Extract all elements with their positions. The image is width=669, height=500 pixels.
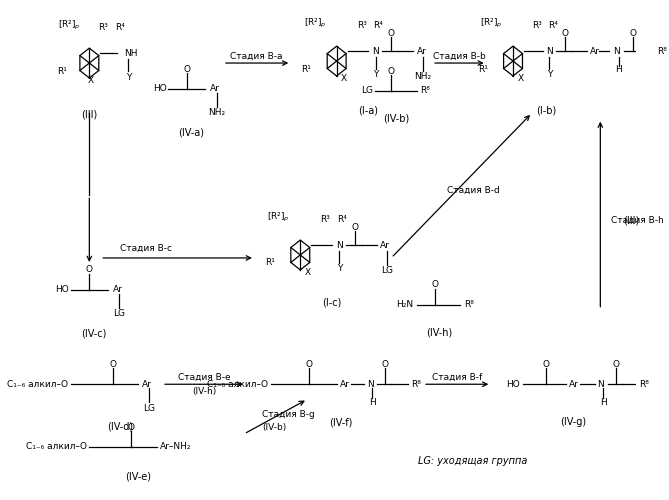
Text: Ar: Ar bbox=[380, 240, 390, 250]
Text: N: N bbox=[546, 46, 553, 56]
Text: (IV-b): (IV-b) bbox=[262, 422, 286, 432]
Text: O: O bbox=[183, 64, 190, 74]
Text: R⁸: R⁸ bbox=[640, 380, 650, 389]
Text: [R²]$_p$: [R²]$_p$ bbox=[304, 16, 326, 30]
Text: O: O bbox=[86, 266, 93, 274]
Text: Ar–NH₂: Ar–NH₂ bbox=[161, 442, 192, 452]
Text: H₂N: H₂N bbox=[396, 300, 413, 309]
Text: [R²]$_p$: [R²]$_p$ bbox=[480, 16, 502, 30]
Text: R⁴: R⁴ bbox=[549, 21, 559, 30]
Text: Стадия B-c: Стадия B-c bbox=[120, 244, 172, 252]
Text: C₁₋₆ алкил–O: C₁₋₆ алкил–O bbox=[207, 380, 268, 389]
Text: (IV-b): (IV-b) bbox=[383, 114, 409, 124]
Text: (IV-e): (IV-e) bbox=[126, 472, 151, 482]
Text: O: O bbox=[543, 360, 549, 369]
Text: (IV-d): (IV-d) bbox=[107, 421, 133, 431]
Text: Ar: Ar bbox=[142, 380, 152, 389]
Text: Ar: Ar bbox=[113, 286, 123, 294]
Text: LG: уходящая группа: LG: уходящая группа bbox=[419, 456, 528, 466]
Text: Ar: Ar bbox=[590, 46, 600, 56]
Text: H: H bbox=[599, 398, 606, 406]
Text: R¹: R¹ bbox=[57, 66, 67, 76]
Text: R¹: R¹ bbox=[265, 258, 275, 268]
Text: (IV-f): (IV-f) bbox=[330, 417, 353, 427]
Text: N: N bbox=[613, 46, 619, 56]
Text: Стадия B-a: Стадия B-a bbox=[230, 52, 283, 60]
Text: (I-a): (I-a) bbox=[359, 106, 379, 116]
Text: NH: NH bbox=[124, 48, 137, 58]
Text: R⁸: R⁸ bbox=[411, 380, 421, 389]
Text: H: H bbox=[369, 398, 375, 406]
Text: R¹: R¹ bbox=[478, 64, 488, 74]
Text: Стадия B-f: Стадия B-f bbox=[432, 373, 482, 382]
Text: (III): (III) bbox=[81, 110, 98, 120]
Text: Стадия B-g: Стадия B-g bbox=[262, 410, 315, 418]
Text: O: O bbox=[612, 360, 619, 369]
Text: R³: R³ bbox=[98, 22, 108, 32]
Text: Ar: Ar bbox=[210, 84, 220, 94]
Text: LG: LG bbox=[113, 309, 125, 318]
Text: R⁴: R⁴ bbox=[373, 21, 383, 30]
Text: Y: Y bbox=[547, 70, 552, 80]
Text: (I-b): (I-b) bbox=[536, 106, 556, 116]
Text: N: N bbox=[372, 46, 379, 56]
Text: HO: HO bbox=[153, 84, 167, 94]
Text: O: O bbox=[128, 422, 134, 432]
Text: [R²]$_p$: [R²]$_p$ bbox=[58, 18, 80, 32]
Text: Y: Y bbox=[337, 264, 342, 274]
Text: Стадия B-e: Стадия B-e bbox=[177, 373, 230, 382]
Text: O: O bbox=[388, 28, 395, 38]
Text: (IV-h): (IV-h) bbox=[192, 386, 216, 396]
Text: X: X bbox=[517, 74, 523, 84]
Text: NH₂: NH₂ bbox=[415, 72, 432, 82]
Text: O: O bbox=[561, 28, 569, 38]
Text: (IV-g): (IV-g) bbox=[560, 417, 586, 427]
Text: R³: R³ bbox=[357, 21, 367, 30]
Text: Ar: Ar bbox=[417, 46, 427, 56]
Text: X: X bbox=[88, 76, 94, 86]
Text: O: O bbox=[110, 360, 116, 369]
Text: O: O bbox=[381, 360, 388, 369]
Text: N: N bbox=[597, 380, 604, 389]
Text: LG: LG bbox=[143, 404, 155, 412]
Text: Стадия B-d: Стадия B-d bbox=[447, 186, 500, 195]
Text: R⁴: R⁴ bbox=[115, 22, 124, 32]
Text: C₁₋₆ алкил–O: C₁₋₆ алкил–O bbox=[7, 380, 68, 389]
Text: HO: HO bbox=[506, 380, 520, 389]
Text: LG: LG bbox=[361, 86, 373, 96]
Text: X: X bbox=[304, 268, 310, 278]
Text: O: O bbox=[630, 28, 637, 38]
Text: (IV-a): (IV-a) bbox=[178, 128, 204, 138]
Text: O: O bbox=[306, 360, 313, 369]
Text: Стадия B-b: Стадия B-b bbox=[433, 52, 486, 60]
Text: N: N bbox=[336, 240, 343, 250]
Text: H: H bbox=[615, 64, 622, 74]
Text: N: N bbox=[367, 380, 373, 389]
Text: Y: Y bbox=[373, 70, 379, 80]
Text: X: X bbox=[341, 74, 347, 84]
Text: [R²]$_p$: [R²]$_p$ bbox=[267, 210, 290, 224]
Text: Ar: Ar bbox=[341, 380, 350, 389]
Text: O: O bbox=[432, 280, 438, 289]
Text: R³: R³ bbox=[532, 21, 542, 30]
Text: O: O bbox=[388, 66, 395, 76]
Text: HO: HO bbox=[56, 286, 70, 294]
Text: (IV-h): (IV-h) bbox=[426, 328, 452, 338]
Text: LG: LG bbox=[381, 266, 393, 276]
Text: Стадия B-h: Стадия B-h bbox=[611, 216, 664, 224]
Text: C₁₋₆ алкил–O: C₁₋₆ алкил–O bbox=[25, 442, 86, 452]
Text: R⁸: R⁸ bbox=[658, 46, 668, 56]
Text: (III): (III) bbox=[623, 215, 640, 225]
Text: R¹: R¹ bbox=[301, 64, 311, 74]
Text: Ar: Ar bbox=[569, 380, 579, 389]
Text: R⁸: R⁸ bbox=[420, 86, 430, 96]
Text: (IV-c): (IV-c) bbox=[81, 328, 106, 338]
Text: (I-c): (I-c) bbox=[322, 298, 342, 308]
Text: NH₂: NH₂ bbox=[208, 108, 225, 118]
Text: R³: R³ bbox=[320, 214, 330, 224]
Text: O: O bbox=[351, 222, 359, 232]
Text: R⁴: R⁴ bbox=[337, 214, 347, 224]
Text: Y: Y bbox=[126, 74, 131, 82]
Text: R⁸: R⁸ bbox=[464, 300, 474, 309]
